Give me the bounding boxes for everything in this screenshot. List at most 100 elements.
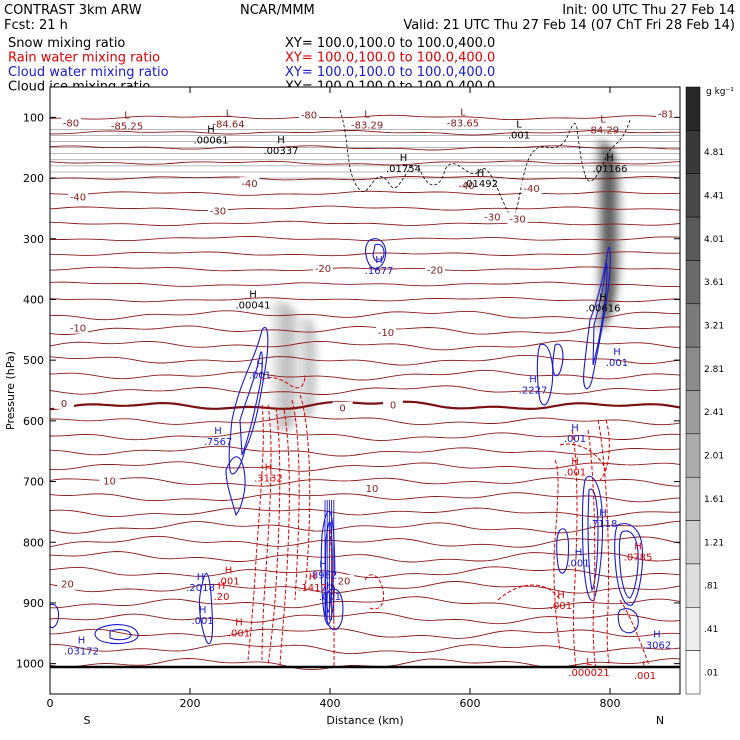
extremum-kind: H <box>207 124 215 135</box>
isotherm-line <box>50 415 680 426</box>
isotherm-label-bg <box>208 204 228 217</box>
isotherm-line <box>50 114 680 121</box>
y-tick-label: 300 <box>23 233 44 246</box>
cloud-water-contour <box>372 243 385 263</box>
extremum-kind: H <box>575 548 583 559</box>
colorbar-label: 4.01 <box>704 235 724 245</box>
x-tick-label: 0 <box>47 697 54 710</box>
isotherm-line <box>50 129 680 136</box>
cloud-water-contour <box>225 456 246 517</box>
rain-water-contour <box>291 399 300 601</box>
colorbar-label: 2.41 <box>704 408 724 418</box>
isotherm-label: -40 <box>458 181 474 192</box>
isotherm-line <box>50 340 680 351</box>
isotherm-label-bg <box>239 177 260 190</box>
isotherm-label: -10 <box>70 324 86 335</box>
extremum-kind: H <box>235 617 243 628</box>
rain-water-contour <box>597 419 611 669</box>
isotherm-line <box>50 310 680 321</box>
colorbar-swatch <box>685 86 701 131</box>
isotherm-label: 0 <box>339 404 345 415</box>
isotherm-line <box>50 430 680 441</box>
x-axis-label: Distance (km) <box>326 714 403 727</box>
y-tick-label: 600 <box>23 415 44 428</box>
extremum-value: .01754 <box>386 164 421 175</box>
isotherm-line <box>50 220 680 227</box>
rain-water-contour <box>261 404 272 661</box>
extremum-value: .00041 <box>236 301 271 312</box>
y-tick-label: 400 <box>23 293 44 306</box>
rain-water-contour <box>279 409 290 669</box>
extremum-value: -83.29 <box>351 120 383 131</box>
colorbar-swatch <box>685 173 701 218</box>
rain-water-contour <box>299 394 311 591</box>
cloud-ice-outline <box>584 119 631 182</box>
rain-water-contour <box>553 459 561 651</box>
rain-water-contour <box>587 429 597 669</box>
extremum-value: .2227 <box>519 386 548 397</box>
isotherm-label: -30 <box>484 213 500 224</box>
extremum-value: .001 <box>319 592 341 603</box>
x-tick-label: 600 <box>460 697 481 710</box>
rain-water-contours <box>247 374 651 669</box>
colorbar-swatch <box>685 346 701 391</box>
extremum-kind: H <box>319 560 327 571</box>
extremum-kind: L <box>124 110 130 121</box>
isotherm-label: 0 <box>390 401 396 412</box>
field-legend-xy: XY= 100.0,100.0 to 100.0,400.0 <box>285 51 495 66</box>
colorbar-label: 3.21 <box>704 321 724 331</box>
snow-shading-plume-central <box>267 300 307 430</box>
extremum-kind: L <box>600 115 606 126</box>
valid-time: Valid: 21 UTC Thu 27 Feb 14 (07 ChT Fri … <box>403 18 735 33</box>
contour-labels: -80 -80 -81 -40 -40 -40 -40 -30 -30 -30 -20 -20 -10 -… <box>54 107 676 682</box>
isotherm-label-bg <box>456 178 477 191</box>
extremum-value: -84.29 <box>587 126 619 137</box>
isotherm-label: -10 <box>378 328 394 339</box>
isotherm-line <box>50 266 680 272</box>
plot-frame <box>49 86 681 695</box>
extremum-value: .00616 <box>586 304 621 315</box>
extremum-kind: H <box>653 629 661 640</box>
extremum-value: .01166 <box>593 164 628 175</box>
cloud-ice-contours <box>339 109 631 217</box>
colorbar-swatch <box>685 390 701 435</box>
extremum-kind: H <box>199 605 207 616</box>
colorbar-label: 1.21 <box>704 538 724 548</box>
cloud-water-contour <box>592 262 608 366</box>
cloud-water-contour <box>198 573 214 645</box>
field-legend-xy: XY= 100.0,100.0 to 100.0,400.0 <box>285 65 495 80</box>
extremum-kind: H <box>599 293 607 304</box>
colorbar-swatch <box>685 476 701 521</box>
isotherm-label-bg <box>313 262 333 275</box>
extremum-kind: H <box>571 456 579 467</box>
isotherm-label: 0 <box>61 399 67 410</box>
rain-water-contour <box>329 529 335 668</box>
extremum-value: .20 <box>214 592 230 603</box>
extremum-kind: H <box>529 375 537 386</box>
isotherm-label-bg <box>656 107 676 120</box>
isotherm-label-bg <box>61 116 81 129</box>
extremum-kind: L <box>516 120 522 131</box>
isotherm-label: -30 <box>509 214 525 225</box>
extremum-kind: H <box>400 153 408 164</box>
north-label: N <box>656 714 664 727</box>
isotherm-label: -40 <box>523 184 539 195</box>
colorbar-swatch <box>685 650 701 695</box>
isotherm-line <box>50 492 680 503</box>
isotherm-line <box>50 325 680 335</box>
isotherm-line <box>50 477 680 487</box>
extremum-kind: H <box>606 153 614 164</box>
field-legend-label: Snow mixing ratio <box>8 36 125 51</box>
isotherm-label-bg <box>376 325 396 338</box>
cloud-water-contour <box>94 624 139 645</box>
colorbar-swatch <box>685 607 701 651</box>
extremum-kind: H <box>599 508 607 519</box>
isotherm-label-bg <box>507 212 528 225</box>
isotherm-label-bg <box>362 481 382 494</box>
extremum-kind: H <box>613 347 621 358</box>
cloud-water-contour <box>239 351 263 456</box>
cloud-water-contour <box>556 528 570 574</box>
isotherm-line <box>50 205 680 212</box>
extremum-kind: H <box>634 541 642 552</box>
